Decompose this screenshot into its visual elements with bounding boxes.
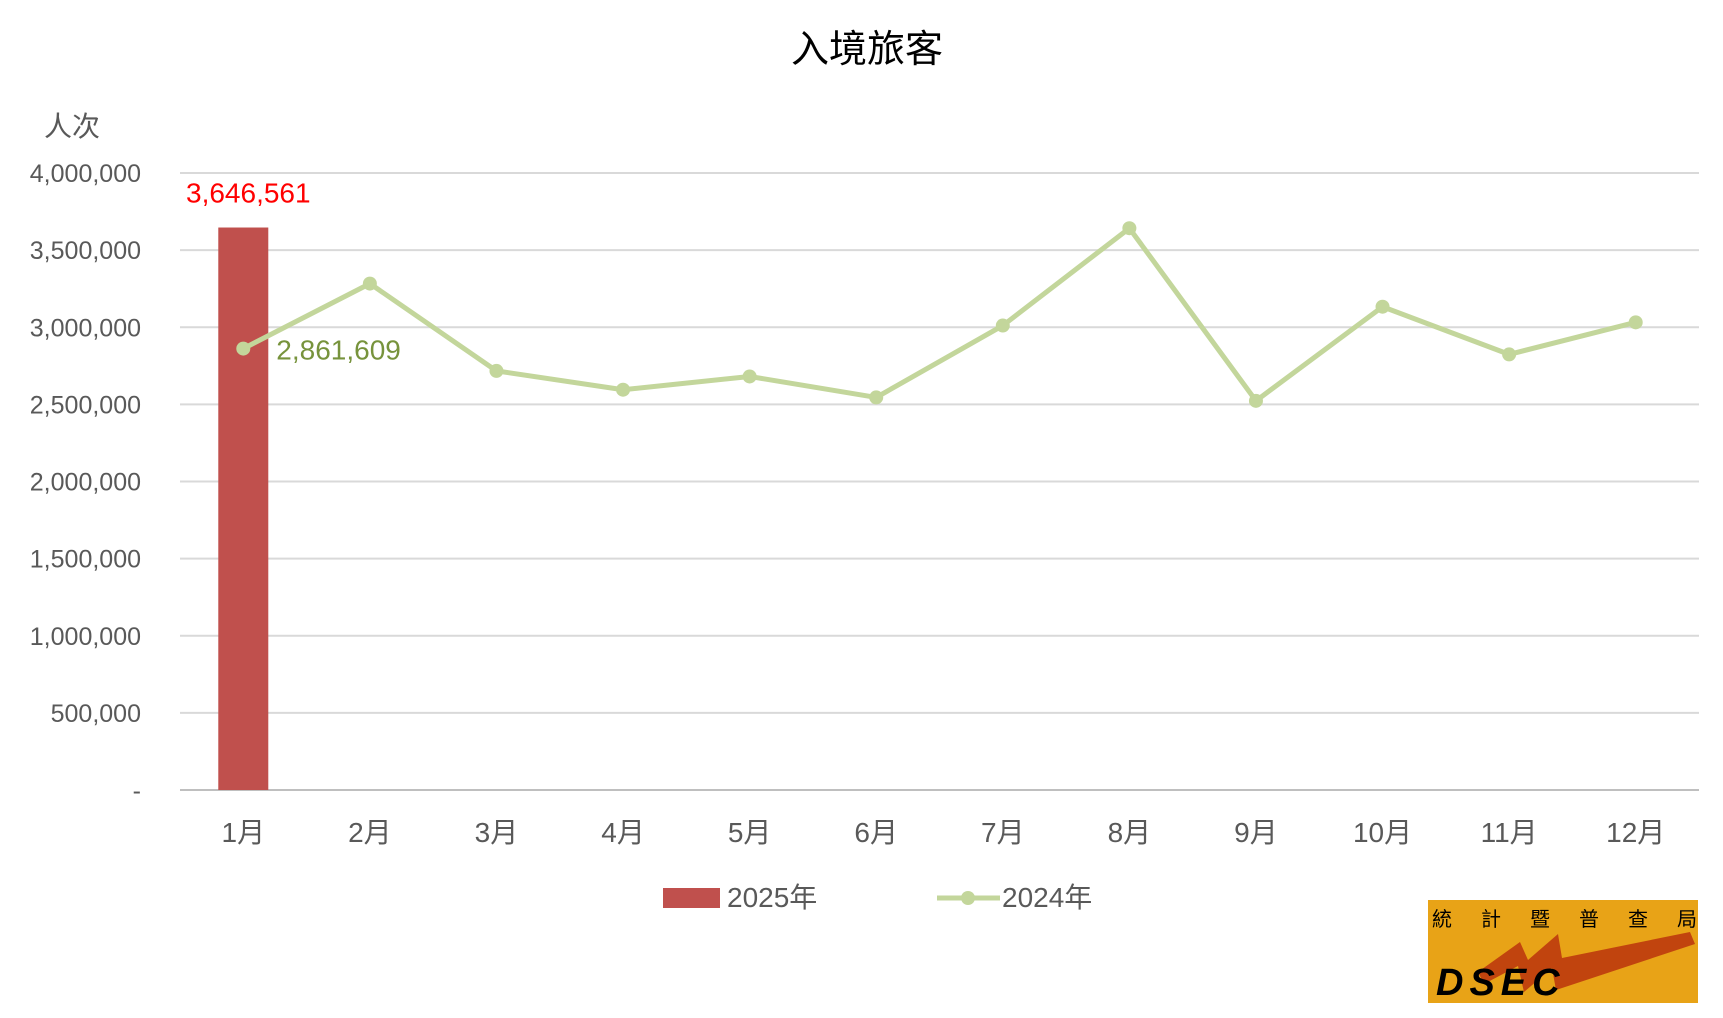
- line-point: [1375, 299, 1390, 314]
- dsec-logo: 統 計 暨 普 查 局 DSEC: [1428, 900, 1698, 1004]
- x-tick-labels: 1月 2月 3月 4月 5月 6月 7月 8月 9月 10月 11月 12月: [222, 817, 1666, 848]
- y-tick-label: 500,000: [51, 700, 141, 728]
- x-tick-label: 3月: [475, 817, 519, 848]
- y-tick-label: 3,000,000: [30, 314, 141, 342]
- logo-char: 暨: [1530, 909, 1550, 931]
- gridlines: [180, 172, 1699, 791]
- line-point: [236, 341, 251, 356]
- legend-swatch-2025: [663, 888, 720, 908]
- bar: [218, 227, 269, 791]
- logo-char: 局: [1677, 909, 1697, 931]
- logo-chinese-text: 統計暨普查局: [1432, 908, 1697, 931]
- y-tick-label: 2,000,000: [30, 469, 141, 497]
- data-label-2024: 2,861,609: [276, 335, 401, 366]
- line-series-2024: [236, 221, 1643, 408]
- line-point: [1248, 393, 1263, 408]
- legend-label-2024: 2024年: [1002, 882, 1092, 913]
- x-tick-label: 7月: [981, 817, 1025, 848]
- x-tick-label: 9月: [1234, 817, 1278, 848]
- y-axis-label: 人次: [44, 111, 100, 142]
- x-tick-label: 12月: [1606, 817, 1665, 848]
- legend-marker-2024: [961, 891, 975, 905]
- line-point: [1502, 347, 1517, 362]
- line-point: [616, 382, 631, 397]
- line-point: [1122, 221, 1137, 236]
- legend: 2025年 2024年: [663, 882, 1092, 913]
- legend-label-2025: 2025年: [727, 882, 817, 913]
- y-tick-labels: - 500,000 1,000,000 1,500,000 2,000,000 2,500…: [30, 160, 141, 805]
- x-tick-label: 4月: [601, 817, 645, 848]
- x-tick-label: 6月: [854, 817, 898, 848]
- y-tick-label: 1,500,000: [30, 546, 141, 574]
- logo-char: 查: [1628, 908, 1648, 931]
- chart-title: 入境旅客: [791, 29, 943, 71]
- y-tick-label: 3,500,000: [30, 237, 141, 265]
- x-tick-label: 2月: [348, 817, 392, 848]
- line-path: [242, 225, 1637, 404]
- x-tick-label: 8月: [1108, 817, 1152, 848]
- y-tick-label: -: [133, 777, 141, 805]
- x-tick-label: 5月: [728, 817, 772, 848]
- data-label-2025: 3,646,561: [186, 178, 311, 209]
- line-point: [869, 390, 884, 405]
- line-point: [489, 363, 504, 378]
- logo-dsec-text: DSEC: [1436, 962, 1566, 1004]
- x-tick-label: 1月: [222, 817, 266, 848]
- y-tick-label: 1,000,000: [30, 623, 141, 651]
- line-point: [995, 318, 1010, 333]
- y-tick-label: 4,000,000: [30, 160, 141, 188]
- data-labels: 3,646,561 2,861,609: [186, 178, 401, 366]
- x-tick-label: 11月: [1481, 817, 1538, 848]
- line-point: [1628, 315, 1643, 330]
- x-tick-label: 10月: [1353, 817, 1412, 848]
- line-point: [362, 276, 377, 291]
- y-tick-label: 2,500,000: [30, 391, 141, 419]
- bar-series-2025: [218, 227, 269, 791]
- logo-char: 計: [1481, 908, 1501, 931]
- logo-char: 普: [1579, 908, 1599, 931]
- logo-char: 統: [1432, 908, 1452, 931]
- line-point: [742, 369, 757, 384]
